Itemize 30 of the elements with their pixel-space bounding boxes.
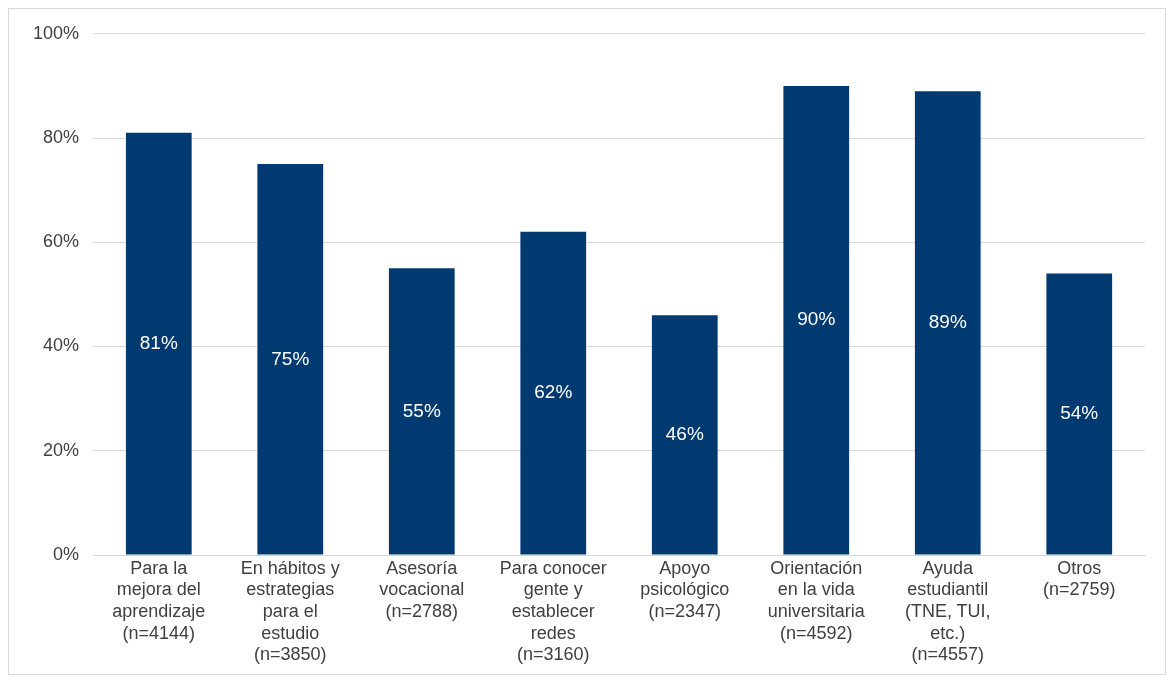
x-tick-label: Apoyo psicológico (n=2347) <box>640 557 730 621</box>
data-label: 75% <box>271 347 310 369</box>
bar <box>520 231 587 555</box>
bar <box>1046 273 1113 555</box>
y-tick-label: 0% <box>53 543 80 564</box>
bar <box>257 164 324 555</box>
bar <box>125 132 192 555</box>
y-tick-label: 20% <box>43 439 80 460</box>
data-label: 46% <box>665 423 704 445</box>
bar <box>388 268 455 555</box>
y-tick-label: 100% <box>32 22 80 43</box>
data-label: 54% <box>1060 402 1099 424</box>
x-tick-label: Asesoría vocacional (n=2788) <box>379 557 465 621</box>
x-tick-label: Para la mejora del aprendizaje (n=4144) <box>112 557 206 643</box>
y-tick-label: 40% <box>43 335 80 356</box>
bar <box>651 315 718 555</box>
x-tick-label: Para conocer gente y establecer redes (n=3160) <box>499 557 607 665</box>
x-tick-label: Ayuda estudiantil (TNE, TUI, etc.) (n=4557) <box>904 557 991 665</box>
x-tick-label: En hábitos y estrategias para el estudio (n=3850) <box>240 557 340 665</box>
y-tick-label: 60% <box>43 231 80 252</box>
bar <box>783 85 850 555</box>
y-tick-label: 80% <box>43 127 80 148</box>
data-label: 62% <box>534 381 573 403</box>
data-label: 55% <box>402 399 441 421</box>
data-label: 89% <box>928 311 967 333</box>
x-tick-label: Orientación en la vida universitaria (n=4592) <box>767 557 866 643</box>
x-tick-label: Otros (n=2759) <box>1042 557 1116 600</box>
data-label: 81% <box>139 331 178 353</box>
bar <box>914 91 981 555</box>
data-label: 90% <box>797 308 836 330</box>
